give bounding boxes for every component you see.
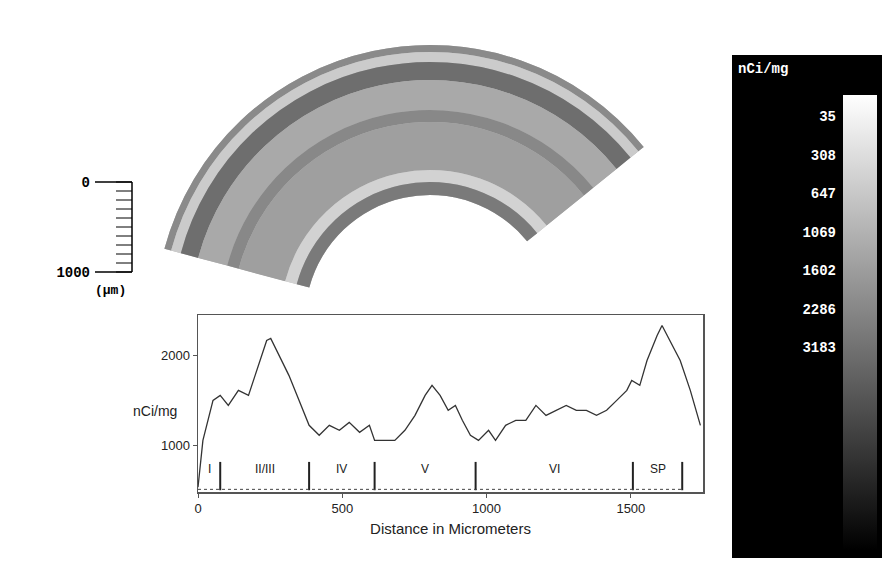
html-text:2286: 2286 [802,301,836,318]
html-text:nCi/mg: nCi/mg [738,61,789,77]
svg-text:1000: 1000 [472,501,501,516]
svg-text:nCi/mg: nCi/mg [133,403,177,419]
svg-text:500: 500 [331,501,353,516]
svg-text:IV: IV [336,462,347,476]
svg-text:I: I [208,462,211,476]
html-text:3183: 3183 [802,340,836,356]
svg-text:1000: 1000 [161,438,190,453]
svg-text:II/III: II/III [255,462,275,476]
html-text:1069: 1069 [802,224,836,241]
svg-text:V: V [421,462,429,476]
svg-text:VI: VI [549,462,560,476]
svg-text:0: 0 [82,175,90,191]
svg-text:(μm): (μm) [95,283,126,298]
svg-text:2000: 2000 [161,348,190,363]
svg-text:0: 0 [194,501,201,516]
html-text:1602: 1602 [802,263,836,279]
svg-text:SP: SP [650,462,666,476]
html-text:647: 647 [810,186,836,202]
html-text:308: 308 [810,147,836,164]
html-text:35: 35 [819,109,836,125]
svg-text:Distance in Micrometers: Distance in Micrometers [370,520,531,537]
svg-text:1500: 1500 [616,501,645,516]
svg-text:1000: 1000 [56,265,90,281]
